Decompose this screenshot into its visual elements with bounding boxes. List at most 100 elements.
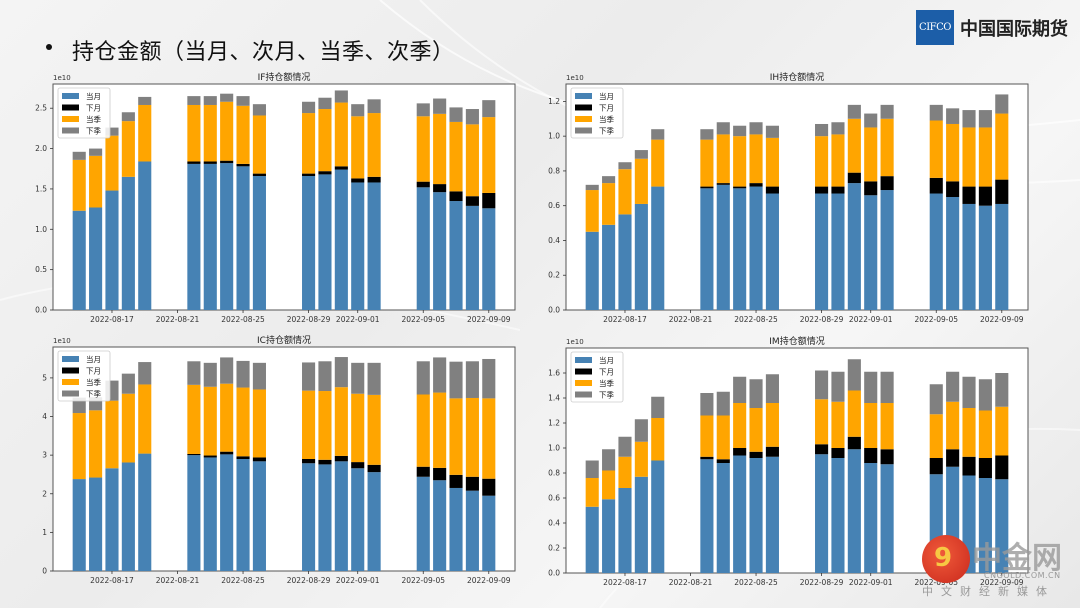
x-tick-label: 2022-08-29 xyxy=(287,315,331,324)
y-tick-label: 0.6 xyxy=(548,494,560,503)
bar-segment-下月 xyxy=(749,451,763,458)
bar-segment-当季 xyxy=(618,169,632,215)
legend-swatch xyxy=(62,367,79,374)
bar-segment-当季 xyxy=(302,390,316,459)
legend-swatch xyxy=(575,391,592,398)
bar-segment-当月 xyxy=(880,464,894,573)
bar-segment-下季 xyxy=(433,357,447,393)
bar-segment-当季 xyxy=(864,403,878,448)
bar-segment-下月 xyxy=(465,196,479,206)
bar-segment-下月 xyxy=(252,173,266,177)
bar-segment-当月 xyxy=(449,201,463,310)
bar-segment-当月 xyxy=(651,460,665,573)
bar-segment-当月 xyxy=(749,458,763,573)
bar-segment-下季 xyxy=(716,391,730,416)
bar-segment-当季 xyxy=(367,394,381,465)
bar-segment-下季 xyxy=(962,376,976,408)
bar-segment-当月 xyxy=(929,193,943,310)
watermark: 9 中金网 CNGOLD.COM.CN 中文财经新媒体 xyxy=(922,533,1072,603)
x-tick-label: 2022-09-05 xyxy=(401,576,445,585)
bar-segment-当季 xyxy=(880,118,894,177)
bar-segment-下季 xyxy=(252,104,266,116)
bar-segment-当月 xyxy=(89,477,103,571)
bar-segment-当月 xyxy=(334,461,348,571)
bar-segment-下月 xyxy=(318,459,332,465)
bar-segment-当季 xyxy=(433,392,447,468)
bar-segment-下季 xyxy=(618,436,632,457)
bar-segment-下季 xyxy=(880,371,894,403)
bar-segment-当月 xyxy=(995,203,1009,310)
bar-segment-下月 xyxy=(995,179,1009,204)
bar-segment-当月 xyxy=(105,190,119,310)
bar-segment-当季 xyxy=(89,155,103,208)
y-tick-label: 4 xyxy=(42,412,47,421)
bar-segment-当季 xyxy=(416,116,430,182)
bar-segment-下季 xyxy=(618,162,632,170)
bar-segment-当季 xyxy=(236,387,250,457)
bar-segment-当季 xyxy=(733,403,747,448)
bar-segment-当季 xyxy=(105,135,119,191)
bar-segment-当月 xyxy=(465,490,479,571)
bar-segment-当季 xyxy=(318,391,332,460)
x-tick-label: 2022-09-09 xyxy=(467,576,511,585)
bar-segment-下月 xyxy=(433,184,447,193)
bar-segment-当月 xyxy=(482,208,496,310)
x-tick-label: 2022-08-25 xyxy=(221,315,265,324)
y-tick-label: 0.0 xyxy=(548,306,560,315)
bar-segment-下月 xyxy=(416,181,430,188)
bar-segment-当月 xyxy=(236,166,250,310)
bar-segment-当月 xyxy=(847,183,861,310)
y-tick-label: 0 xyxy=(42,567,47,576)
y-tick-label: 1.0 xyxy=(548,132,560,141)
x-tick-label: 2022-09-09 xyxy=(467,315,511,324)
bar-segment-当季 xyxy=(236,105,250,164)
x-tick-label: 2022-08-25 xyxy=(221,576,265,585)
bar-segment-当月 xyxy=(302,463,316,571)
bar-segment-下季 xyxy=(433,98,447,114)
y-tick-label: 2.5 xyxy=(35,104,47,113)
bar-segment-下季 xyxy=(864,371,878,403)
y-tick-label: 1.5 xyxy=(35,184,47,193)
bar-segment-当季 xyxy=(634,158,648,204)
bar-segment-下季 xyxy=(416,103,430,117)
bar-segment-当月 xyxy=(220,454,234,571)
bar-segment-当月 xyxy=(302,176,316,310)
bar-segment-当月 xyxy=(978,205,992,310)
bar-segment-下月 xyxy=(318,171,332,175)
bar-segment-当季 xyxy=(978,410,992,458)
bar-segment-当季 xyxy=(978,127,992,187)
bar-segment-当月 xyxy=(815,454,829,573)
bar-segment-下季 xyxy=(465,361,479,398)
bar-segment-当季 xyxy=(138,384,152,454)
bar-segment-当季 xyxy=(351,393,365,463)
bar-segment-当月 xyxy=(138,453,152,571)
y-tick-label: 0.4 xyxy=(548,519,560,528)
legend-swatch xyxy=(575,368,592,375)
x-tick-label: 2022-09-09 xyxy=(980,315,1024,324)
x-tick-label: 2022-08-21 xyxy=(156,315,200,324)
y-tick-label: 1.0 xyxy=(548,444,560,453)
bar-segment-下季 xyxy=(203,362,217,387)
bar-segment-下月 xyxy=(700,186,714,189)
bar-segment-下季 xyxy=(716,122,730,135)
bar-segment-当季 xyxy=(203,104,217,162)
bar-segment-当季 xyxy=(187,104,201,162)
bar-segment-下月 xyxy=(716,459,730,463)
bar-segment-当季 xyxy=(602,183,616,225)
bar-segment-当季 xyxy=(946,401,960,450)
bar-segment-当月 xyxy=(465,205,479,310)
bar-segment-当季 xyxy=(585,190,599,232)
legend-label: 下月 xyxy=(86,367,101,376)
bar-segment-下月 xyxy=(716,183,730,185)
legend-swatch xyxy=(62,127,79,134)
x-tick-label: 2022-09-05 xyxy=(914,315,958,324)
bar-segment-当季 xyxy=(482,398,496,479)
bar-segment-当月 xyxy=(602,224,616,310)
bar-segment-当月 xyxy=(716,463,730,573)
x-tick-label: 2022-08-29 xyxy=(800,315,844,324)
bar-segment-当季 xyxy=(815,136,829,187)
legend-label: 当月 xyxy=(86,91,101,101)
legend xyxy=(570,87,624,139)
chart-title: IC持仓额情况 xyxy=(257,334,311,346)
bar-segment-当季 xyxy=(302,113,316,174)
